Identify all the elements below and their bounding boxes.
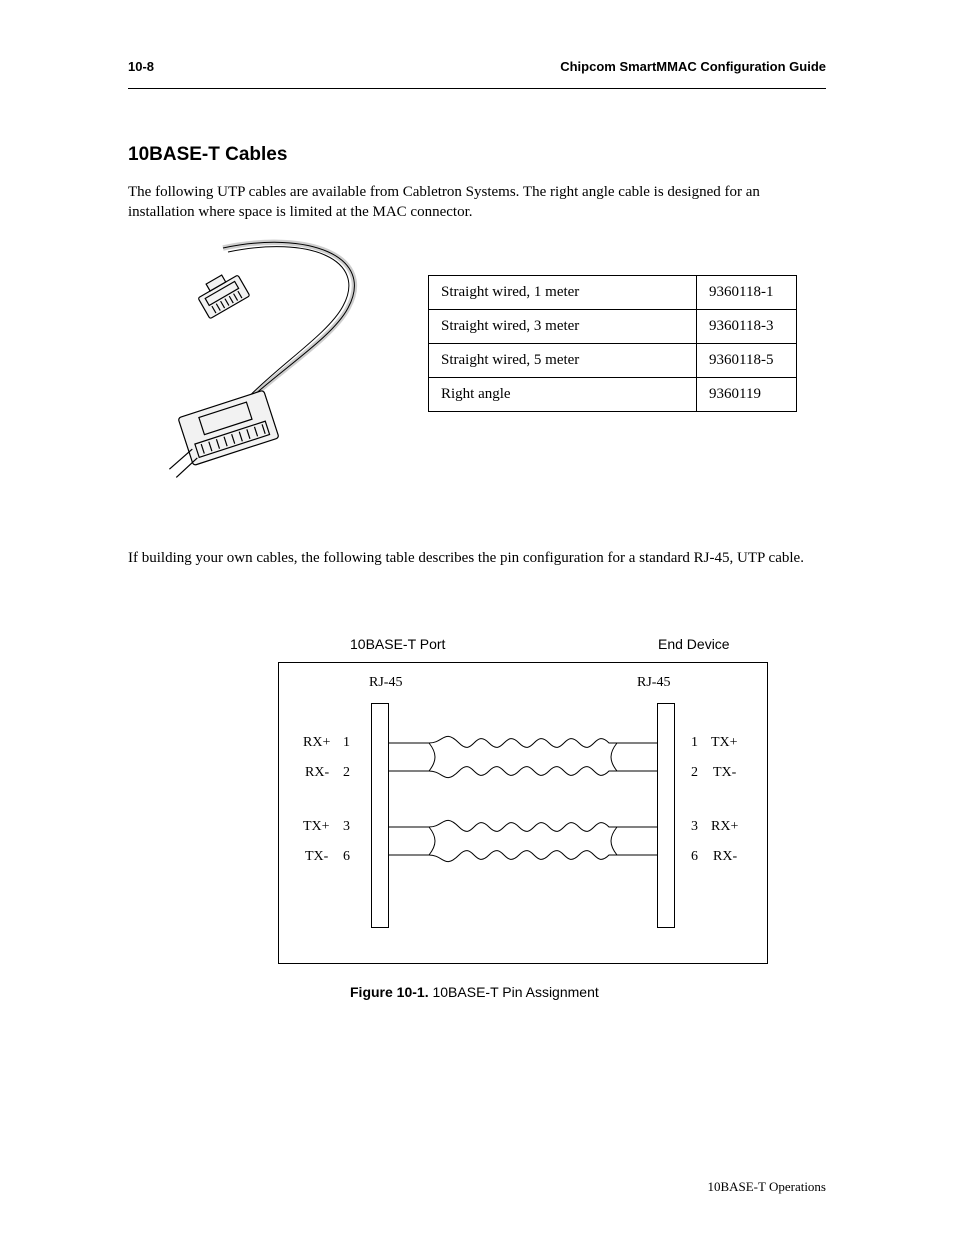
sig-left-1: RX+: [303, 735, 330, 751]
pin-left-2: 2: [343, 765, 350, 781]
figure-number: Figure 10-1.: [350, 984, 429, 1000]
figure-caption-text: 10BASE-T Pin Assignment: [432, 984, 598, 1000]
connector-bar-right: [657, 703, 675, 928]
sig-right-6: RX-: [713, 849, 737, 865]
header-chapter-title: Chipcom SmartMMAC Configuration Guide: [560, 59, 826, 74]
sig-right-3: RX+: [711, 819, 738, 835]
wiring-left-header: 10BASE-T Port: [350, 636, 445, 652]
pin-left-3: 3: [343, 819, 350, 835]
connector-label-left: RJ-45: [369, 675, 402, 691]
cell-partnum: 9360118-1: [697, 276, 797, 310]
intro-paragraph: The following UTP cables are available f…: [128, 182, 828, 223]
figure-caption: Figure 10-1. 10BASE-T Pin Assignment: [350, 984, 599, 1000]
sig-left-3: TX+: [303, 819, 330, 835]
table-row: Straight wired, 5 meter 9360118-5: [429, 344, 797, 378]
sig-left-2: RX-: [305, 765, 329, 781]
table-row: Right angle 9360119: [429, 378, 797, 412]
cable-illustration: [168, 238, 398, 488]
section-heading: 10BASE-T Cables: [128, 144, 287, 166]
pin-right-1: 1: [691, 735, 698, 751]
header-rule: [128, 88, 826, 89]
cable-spec-table: Straight wired, 1 meter 9360118-1 Straig…: [428, 275, 797, 412]
sig-right-2: TX-: [713, 765, 736, 781]
cell-description: Straight wired, 3 meter: [429, 310, 697, 344]
cell-partnum: 9360118-3: [697, 310, 797, 344]
cell-description: Right angle: [429, 378, 697, 412]
cell-partnum: 9360119: [697, 378, 797, 412]
pin-right-6: 6: [691, 849, 698, 865]
cell-partnum: 9360118-5: [697, 344, 797, 378]
pin-right-2: 2: [691, 765, 698, 781]
pin-right-3: 3: [691, 819, 698, 835]
pin-left-1: 1: [343, 735, 350, 751]
header-chapter-number: 10-8: [128, 59, 154, 74]
sig-left-6: TX-: [305, 849, 328, 865]
connector-bar-left: [371, 703, 389, 928]
table-row: Straight wired, 1 meter 9360118-1: [429, 276, 797, 310]
sig-right-1: TX+: [711, 735, 738, 751]
table-row: Straight wired, 3 meter 9360118-3: [429, 310, 797, 344]
footer-right: 10BASE-T Operations: [707, 1179, 826, 1195]
pin-left-6: 6: [343, 849, 350, 865]
connector-label-right: RJ-45: [637, 675, 670, 691]
wiring-diagram: RJ-45 RJ-45 1 2 3 6 RX+ RX- TX+ TX- 1 2 …: [278, 662, 768, 964]
cell-description: Straight wired, 1 meter: [429, 276, 697, 310]
cable-build-paragraph: If building your own cables, the followi…: [128, 548, 828, 568]
cell-description: Straight wired, 5 meter: [429, 344, 697, 378]
twisted-pair-svg: [389, 703, 657, 928]
wiring-right-header: End Device: [658, 636, 730, 652]
page: 10-8 Chipcom SmartMMAC Configuration Gui…: [0, 0, 954, 1235]
